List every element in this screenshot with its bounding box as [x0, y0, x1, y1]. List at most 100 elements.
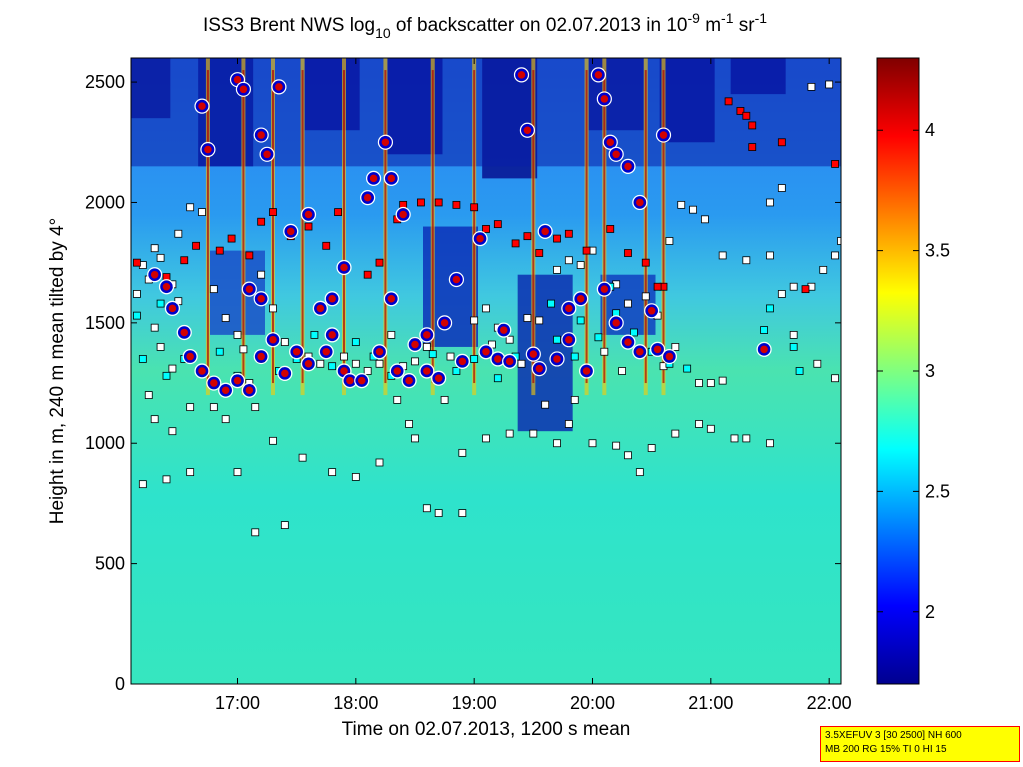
cloud-base-marker [511, 239, 520, 248]
precipitation-marker-ring [519, 122, 536, 138]
precipitation-marker-ring [590, 67, 607, 83]
precipitation-marker [272, 80, 286, 94]
precipitation-marker [473, 232, 487, 245]
cloud-base-marker [724, 97, 733, 106]
cloud-base-marker [269, 208, 277, 216]
layer-marker [257, 270, 266, 279]
precipitation-marker-ring [283, 223, 299, 239]
cloud-base-marker [535, 249, 544, 257]
precipitation-marker [651, 343, 664, 356]
precipitation-marker-ring [478, 344, 494, 360]
precipitation-marker [302, 357, 315, 371]
precipitation-marker-ring [448, 271, 465, 288]
plot-area [131, 58, 841, 684]
precipitation-marker-ring [389, 363, 405, 379]
layer-marker [434, 509, 443, 517]
heatmap-plume-core [431, 70, 434, 384]
precipitation-marker-ring [277, 365, 293, 382]
layer-marker [298, 453, 307, 462]
layer-marker [813, 359, 822, 368]
precipitation-marker-ring [265, 332, 281, 348]
layer-marker [422, 343, 431, 351]
cloud-base-marker [582, 246, 591, 255]
x-axis-label: Time on 02.07.2013, 1200 s mean [342, 719, 631, 740]
aerosol-layer-marker [789, 343, 798, 351]
layer-marker [251, 528, 260, 537]
precipitation-marker [260, 148, 274, 161]
layer-marker [553, 265, 561, 274]
detection-markers [133, 67, 841, 537]
x-axis: 17:00 18:00 19:00 20:00 21:00 22:00 [215, 58, 852, 713]
layer-marker [280, 521, 289, 529]
precipitation-marker-ring [271, 79, 287, 95]
precipitation-marker-ring [496, 322, 512, 338]
layer-marker [150, 415, 159, 424]
cloud-base-marker [133, 258, 141, 267]
precipitation-marker [527, 347, 540, 361]
layer-marker [641, 292, 650, 301]
precipitation-marker-ring [354, 373, 370, 389]
layer-marker [458, 509, 467, 517]
precipitation-marker-ring [289, 344, 305, 360]
layer-marker [647, 444, 656, 452]
layer-marker [174, 229, 183, 238]
aerosol-layer-marker [766, 304, 774, 313]
layer-marker [186, 203, 195, 212]
precipitation-marker [237, 83, 250, 96]
layer-marker [168, 427, 177, 436]
colorbar-tick-label: 2.5 [925, 481, 950, 501]
layer-marker [505, 429, 514, 438]
heatmap-plume-core [473, 70, 476, 384]
layer-marker [831, 251, 839, 260]
precipitation-marker-ring [578, 363, 595, 379]
layer-marker [233, 468, 242, 477]
precipitation-marker-ring [176, 324, 192, 341]
layer-marker [718, 376, 727, 385]
info-line-1: 3.5XEFUV 3 [30 2500] NH 600 [825, 730, 962, 741]
layer-marker [689, 205, 697, 214]
colorbar-ticks: 2 2.5 3 3.5 4 [877, 120, 950, 622]
precipitation-marker [243, 384, 256, 397]
layer-marker [570, 395, 579, 404]
cloud-base-marker [742, 111, 751, 120]
cloud-base-marker [553, 234, 561, 243]
precipitation-marker [284, 225, 297, 238]
layer-marker [671, 429, 680, 438]
precipitation-marker [254, 128, 268, 142]
layer-marker [701, 215, 709, 224]
layer-marker [695, 379, 703, 387]
precipitation-marker-ring [253, 127, 269, 143]
precipitation-marker-ring [336, 259, 352, 276]
layer-marker [387, 330, 396, 339]
layer-marker [695, 420, 703, 428]
layer-marker [162, 475, 171, 484]
precipitation-marker-ring [431, 370, 447, 386]
layer-marker [482, 304, 490, 313]
precipitation-marker [373, 345, 386, 358]
cloud-base-marker [434, 198, 443, 207]
aerosol-layer-marker [133, 311, 141, 320]
precipitation-marker-ring [596, 91, 612, 107]
y-tick-label: 2500 [85, 72, 125, 92]
precipitation-marker-ring [401, 373, 417, 389]
layer-marker [133, 290, 141, 298]
layer-marker [517, 359, 526, 368]
precipitation-marker [598, 282, 611, 296]
layer-marker [718, 251, 727, 260]
precipitation-marker [379, 136, 392, 149]
precipitation-marker [574, 292, 587, 306]
precipitation-marker [337, 261, 351, 274]
precipitation-marker-ring [318, 344, 334, 360]
colorbar-tick-label: 3 [925, 361, 935, 381]
layer-marker [529, 429, 538, 438]
precipitation-marker-ring [383, 291, 399, 307]
cloud-base-marker [452, 200, 461, 209]
precipitation-marker [290, 345, 303, 358]
precipitation-marker [183, 350, 197, 363]
aerosol-layer-marker [215, 347, 224, 356]
layer-marker [351, 359, 360, 368]
layer-marker [186, 468, 195, 477]
precipitation-marker-ring [649, 341, 666, 357]
precipitation-marker [491, 352, 505, 366]
